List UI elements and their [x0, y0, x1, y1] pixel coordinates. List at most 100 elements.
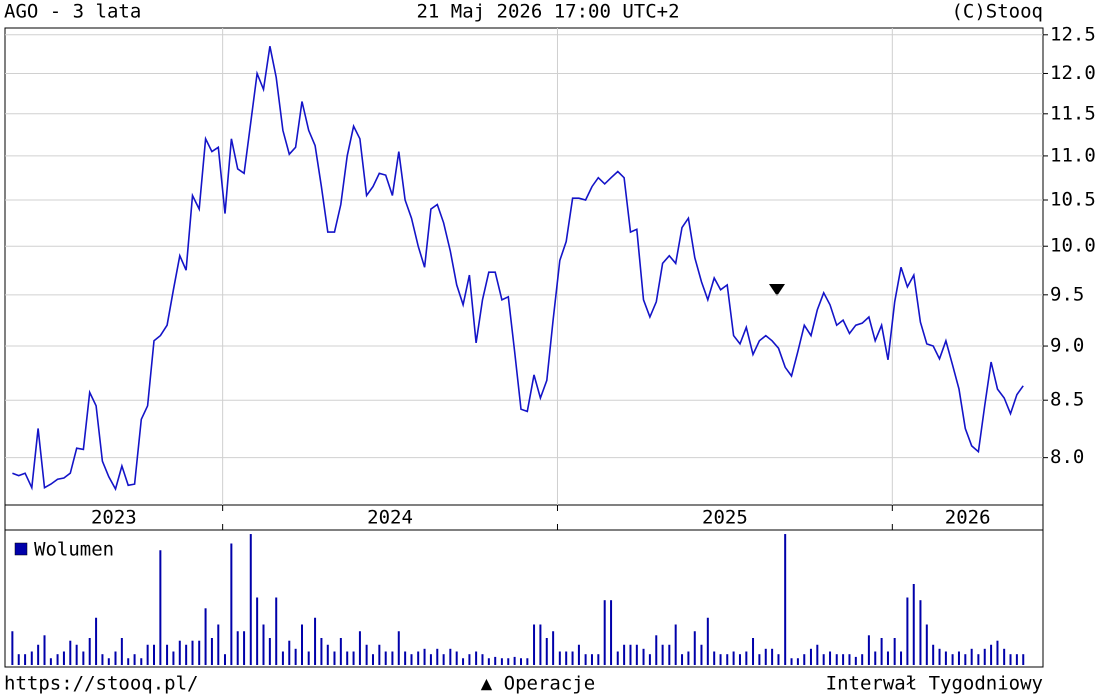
y-tick-label: 8.5: [1050, 389, 1084, 411]
volume-bar: [558, 651, 561, 665]
volume-bar: [642, 648, 645, 665]
volume-bar: [687, 651, 690, 665]
volume-bar: [539, 624, 542, 665]
volume-bar: [803, 654, 806, 665]
volume-bar: [24, 654, 27, 665]
volume-bar: [590, 654, 593, 665]
volume-bar: [172, 651, 175, 665]
volume-bar: [674, 624, 677, 665]
volume-bar: [957, 651, 960, 665]
volume-bar: [281, 651, 284, 665]
volume-bar: [500, 658, 503, 665]
volume-bar: [339, 638, 342, 665]
volume-bar: [49, 658, 52, 665]
volume-bar: [352, 651, 355, 665]
volume-bar: [384, 651, 387, 665]
volume-bar: [880, 638, 883, 665]
volume-bar: [268, 638, 271, 665]
volume-bar: [616, 651, 619, 665]
volume-bar: [861, 654, 864, 665]
volume-bar: [526, 658, 529, 665]
volume-bar: [391, 651, 394, 665]
date: 21 Maj 2026 17:00 UTC+2: [416, 1, 679, 23]
volume-bar: [462, 658, 465, 665]
volume-bar: [378, 644, 381, 665]
volume-bar: [223, 654, 226, 665]
x-tick-label: 2024: [367, 507, 413, 529]
volume-bar: [977, 654, 980, 665]
volume-bar: [893, 638, 896, 665]
y-tick-label: 11.5: [1050, 102, 1096, 124]
volume-bar: [1022, 654, 1025, 665]
volume-bar: [752, 638, 755, 665]
volume-bar: [307, 651, 310, 665]
volume-bar: [256, 597, 259, 665]
volume-bar: [842, 654, 845, 665]
volume-bar: [178, 640, 181, 665]
volume-bar: [358, 631, 361, 665]
volume-bar: [481, 654, 484, 665]
volume-bar: [37, 644, 40, 665]
price-line: [12, 46, 1024, 492]
volume-bar: [326, 644, 329, 665]
volume-bar: [886, 651, 889, 665]
volume-bar: [867, 635, 870, 665]
volume-bar: [944, 651, 947, 665]
volume-bar: [301, 624, 304, 665]
volume-bar: [436, 648, 439, 665]
volume-bar: [874, 651, 877, 665]
volume-bar: [829, 651, 832, 665]
volume-bar: [288, 640, 291, 665]
volume-bar: [365, 644, 368, 665]
volume-bar: [533, 624, 536, 665]
volume-bar: [230, 543, 233, 665]
url: https://stooq.pl/: [4, 673, 198, 695]
volume-bar: [88, 638, 91, 665]
volume-bar: [738, 654, 741, 665]
volume-bar: [30, 651, 33, 665]
volume-bar: [191, 640, 194, 665]
volume-bar: [693, 631, 696, 665]
y-tick-label: 10.5: [1050, 188, 1096, 210]
volume-bar: [964, 654, 967, 665]
volume-bar: [17, 654, 20, 665]
volume-bar: [900, 651, 903, 665]
volume-bar: [423, 648, 426, 665]
volume-bar: [468, 654, 471, 665]
volume-bar: [114, 651, 117, 665]
volume-bar: [629, 644, 632, 665]
volume-bar: [513, 656, 516, 665]
title: AGO - 3 lata: [4, 1, 141, 23]
frame: [4, 27, 1044, 668]
volume-bar: [635, 644, 638, 665]
volume-bar: [442, 654, 445, 665]
volume-bar: [127, 658, 130, 665]
volume-bar: [565, 651, 568, 665]
volume-bar: [519, 658, 522, 665]
volume-bar: [816, 644, 819, 665]
volume-bar: [790, 658, 793, 665]
volume-bar: [11, 631, 14, 665]
volume-bar: [404, 651, 407, 665]
volume-bar: [784, 534, 787, 665]
y-tick-label: 9.5: [1050, 283, 1084, 305]
volume-bar: [552, 631, 555, 665]
volume-bar: [101, 654, 104, 665]
volume-bar: [275, 597, 278, 665]
volume-bar: [771, 648, 774, 665]
volume-bar: [745, 651, 748, 665]
volume-bar: [210, 638, 213, 665]
volume-bar: [120, 638, 123, 665]
y-tick-label: 11.0: [1050, 144, 1096, 166]
volume-bar: [1009, 654, 1012, 665]
volume-bar: [449, 648, 452, 665]
volume-bar: [996, 640, 999, 665]
volume-bar: [346, 651, 349, 665]
volume-bar: [983, 648, 986, 665]
volume-bar: [822, 654, 825, 665]
volume-bar: [603, 600, 606, 665]
volume-bar: [314, 617, 317, 665]
x-tick-label: 2023: [91, 507, 137, 529]
volume-bar: [571, 651, 574, 665]
volume-bar: [56, 654, 59, 665]
